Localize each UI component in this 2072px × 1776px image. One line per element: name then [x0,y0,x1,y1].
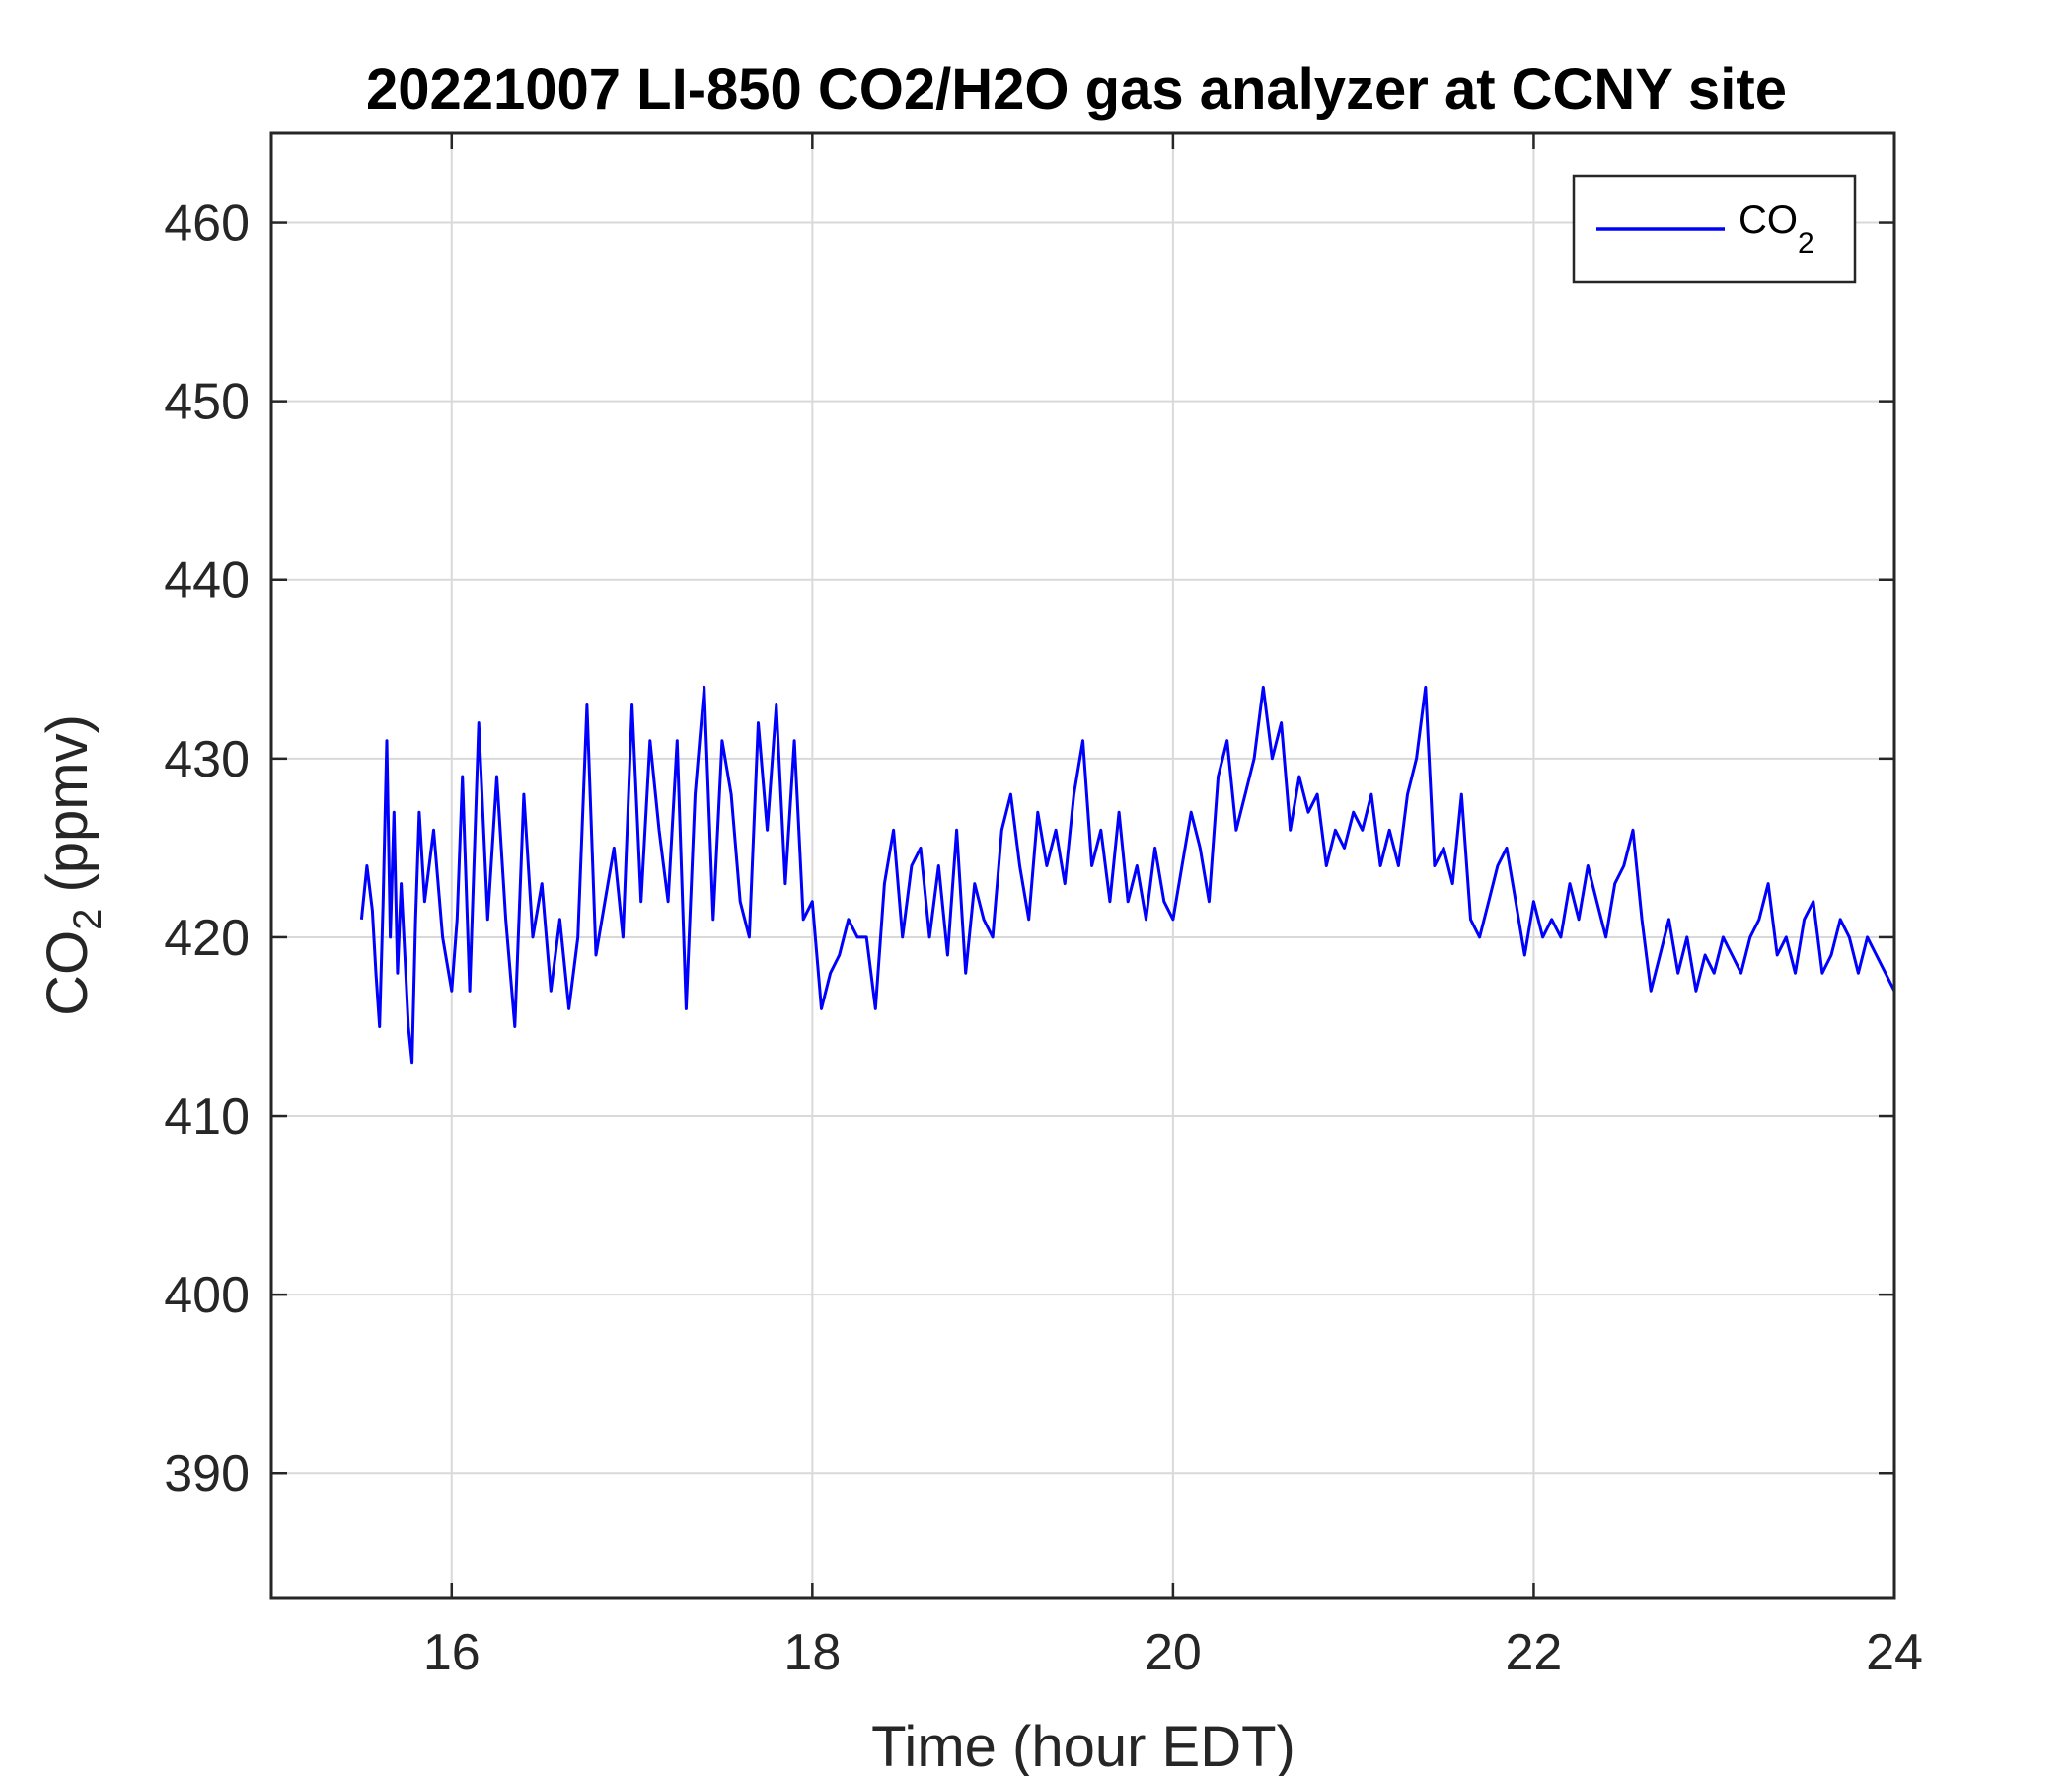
y-tick-label: 400 [164,1267,250,1324]
y-tick-label: 460 [164,195,250,253]
x-tick-label: 24 [1866,1624,1923,1681]
y-tick-label: 390 [164,1445,250,1503]
y-tick-labels: 390 400 410 420 430 440 450 460 [164,195,250,1504]
legend: CO2 [1572,174,1857,284]
co2-series-line [359,685,1896,1065]
x-tick-label: 20 [1145,1624,1202,1681]
x-tick-label: 16 [423,1624,481,1681]
y-axis-label-base: CO [36,930,100,1016]
y-axis-label: CO2 (ppmv) [36,714,110,1016]
y-tick-label: 430 [164,731,250,788]
plot-area [271,133,1894,1598]
y-tick-label: 450 [164,374,250,431]
series-layer [359,685,1896,1065]
legend-label: CO2 [1739,198,1814,259]
y-tick-label: 440 [164,553,250,610]
y-axis-label-sub: 2 [66,909,110,930]
plot-frame [269,131,1896,1600]
y-axis-label-rest: (ppmv) [36,714,100,909]
x-tick-label: 18 [783,1624,841,1681]
y-tick-label: 410 [164,1088,250,1146]
chart-title: 20221007 LI-850 CO2/H2O gas analyzer at … [366,57,1787,121]
x-tick-label: 22 [1506,1624,1563,1681]
legend-label-base: CO [1739,198,1798,242]
x-tick-labels: 16 18 20 22 24 [423,1624,1923,1681]
x-axis-label: Time (hour EDT) [871,1715,1295,1776]
legend-label-sub: 2 [1798,227,1814,259]
y-tick-label: 420 [164,910,250,967]
